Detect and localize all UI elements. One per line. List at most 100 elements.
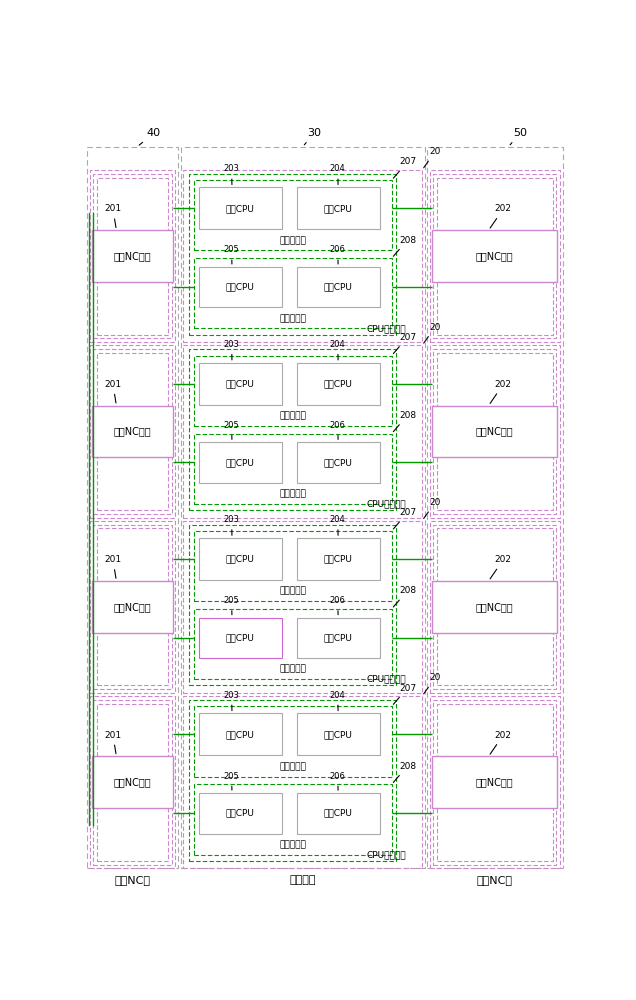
Bar [93, 349, 172, 514]
Text: 第一计算板: 第一计算板 [279, 236, 306, 245]
Text: 207: 207 [393, 157, 416, 178]
Bar [433, 700, 556, 865]
Bar [194, 356, 392, 426]
Text: 203: 203 [224, 164, 240, 185]
Bar [199, 618, 282, 658]
Bar [90, 696, 175, 868]
Bar [437, 704, 553, 861]
Bar [430, 170, 560, 342]
Text: CPU互联装置: CPU互联装置 [366, 675, 406, 684]
Bar [199, 713, 282, 755]
Text: 第二NC芜片: 第二NC芜片 [476, 602, 514, 612]
Text: 206: 206 [330, 245, 346, 264]
Text: 20: 20 [424, 147, 441, 168]
Text: 207: 207 [393, 684, 416, 704]
Text: 202: 202 [490, 204, 512, 228]
Bar [189, 700, 396, 861]
Bar [90, 170, 175, 342]
Bar [189, 174, 396, 335]
Bar [199, 793, 282, 834]
Text: 30: 30 [304, 128, 321, 145]
Text: 第一计算板: 第一计算板 [279, 762, 306, 771]
Text: 第一CPU: 第一CPU [226, 555, 255, 564]
Bar [92, 406, 172, 457]
Text: 204: 204 [330, 515, 345, 535]
Bar [194, 434, 392, 504]
Bar [296, 713, 380, 755]
Bar [87, 147, 178, 868]
Text: 202: 202 [490, 731, 512, 754]
Bar [430, 696, 560, 868]
Text: 206: 206 [330, 772, 346, 790]
Bar [296, 187, 380, 229]
Text: 第一计算板: 第一计算板 [279, 411, 306, 420]
Bar [93, 525, 172, 689]
Text: 208: 208 [393, 236, 416, 256]
Bar [296, 363, 380, 405]
Text: 203: 203 [224, 515, 240, 535]
Bar [432, 406, 557, 457]
Text: 204: 204 [330, 164, 345, 185]
Text: 201: 201 [104, 380, 121, 403]
Bar [430, 521, 560, 693]
Text: 第二CPU: 第二CPU [324, 730, 352, 739]
Bar [97, 178, 168, 335]
Bar [199, 187, 282, 229]
Bar [92, 230, 172, 282]
Text: 205: 205 [224, 245, 239, 264]
Text: CPU互联装置: CPU互联装置 [366, 850, 406, 859]
Text: 202: 202 [490, 380, 512, 403]
Bar [90, 521, 175, 693]
Bar [92, 581, 172, 633]
Bar [432, 581, 557, 633]
Bar [97, 704, 168, 861]
Text: CPU互联装置: CPU互联装置 [366, 499, 406, 508]
Bar [92, 756, 172, 808]
Bar [437, 178, 553, 335]
Text: 20: 20 [424, 498, 441, 519]
Bar [199, 538, 282, 580]
Text: 第四CPU: 第四CPU [324, 458, 352, 467]
Text: 205: 205 [224, 596, 239, 615]
Bar [296, 618, 380, 658]
Text: 第二NC芜片: 第二NC芜片 [476, 427, 514, 437]
Text: 第四CPU: 第四CPU [324, 633, 352, 642]
Text: 第二CPU: 第二CPU [324, 204, 352, 213]
Text: 202: 202 [490, 555, 512, 579]
Text: 第二CPU: 第二CPU [324, 379, 352, 388]
Bar [93, 700, 172, 865]
Text: 203: 203 [224, 691, 240, 711]
Bar [437, 353, 553, 510]
Bar [194, 180, 392, 250]
Bar [194, 531, 392, 601]
Text: 第四CPU: 第四CPU [324, 283, 352, 292]
Text: 208: 208 [393, 586, 416, 607]
Bar [433, 174, 556, 338]
Text: 第二计算板: 第二计算板 [279, 489, 306, 498]
Bar [97, 528, 168, 685]
Text: 207: 207 [393, 333, 416, 354]
Bar [183, 345, 422, 518]
Text: 第三CPU: 第三CPU [226, 633, 255, 642]
Text: 20: 20 [424, 673, 441, 694]
Bar [181, 147, 425, 868]
Text: 第一CPU: 第一CPU [226, 730, 255, 739]
Text: 第三CPU: 第三CPU [226, 809, 255, 818]
Text: 第一NC板: 第一NC板 [114, 875, 151, 885]
Bar [90, 345, 175, 518]
Bar [437, 528, 553, 685]
Text: 第一NC芜片: 第一NC芜片 [114, 251, 151, 261]
Text: 208: 208 [393, 411, 416, 432]
Text: 第二NC板: 第二NC板 [477, 875, 513, 885]
Text: 第一NC芜片: 第一NC芜片 [114, 602, 151, 612]
Bar [183, 696, 422, 868]
Text: 第一NC芜片: 第一NC芜片 [114, 427, 151, 437]
Bar [427, 147, 562, 868]
Bar [183, 170, 422, 342]
Bar [296, 267, 380, 307]
Text: CPU互联装置: CPU互联装置 [366, 324, 406, 333]
Text: 第二计算板: 第二计算板 [279, 840, 306, 849]
Bar [189, 349, 396, 510]
Text: 201: 201 [104, 731, 121, 754]
Bar [199, 363, 282, 405]
